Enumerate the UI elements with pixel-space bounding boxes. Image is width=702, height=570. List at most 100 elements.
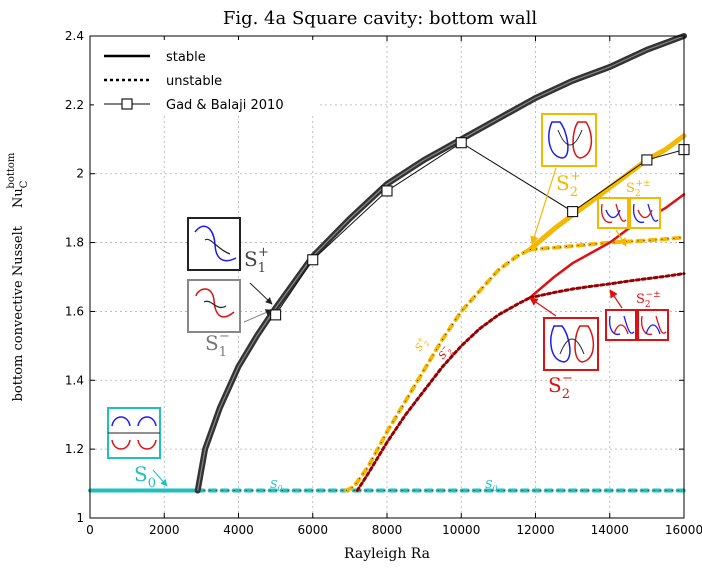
inset-s2-plus-pm-core-a (605, 209, 621, 219)
arrow-s1-minus (243, 309, 273, 323)
reference-marker (567, 206, 579, 218)
y-tick-label: 2.4 (65, 29, 84, 43)
series-layer (88, 33, 690, 494)
series-s2--unstable-line (528, 272, 686, 300)
x-tick-label: 16000 (665, 523, 702, 537)
chart-title: Fig. 4a Square cavity: bottom wall (223, 8, 538, 29)
x-ticks: 0 2000 4000 6000 8000 10000 12000 14000 16000 (86, 36, 702, 537)
x-tick-label: 2000 (149, 523, 180, 537)
label-s2-plus-pm: S2+± (626, 179, 651, 199)
inset-s2-minus-pm (605, 309, 669, 341)
inset-s2-plus-left-cell (548, 121, 569, 159)
inset-s2-minus-center (559, 338, 585, 355)
y-tick-label: 1.4 (65, 373, 84, 387)
inset-s2-minus (543, 317, 599, 371)
inset-s2-plus-right-cell (572, 121, 593, 159)
plot-frame (89, 35, 685, 519)
inset-s2-minus-left-cell (550, 325, 571, 363)
inset-s2-plus-pm-cells-b (632, 203, 659, 224)
label-s1-plus: S1+ (244, 245, 269, 276)
reference-marker (307, 254, 319, 266)
inset-s2-plus-center (557, 129, 583, 146)
x-tick-label: 8000 (372, 523, 403, 537)
x-tick-label: 12000 (516, 523, 554, 537)
reference-marker (381, 185, 393, 197)
x-tick-label: 4000 (223, 523, 254, 537)
inset-s0 (107, 407, 161, 459)
arrow-s0 (152, 469, 168, 487)
y-axis-label-sup: bottom (6, 152, 17, 188)
inset-s1-plus (187, 217, 241, 271)
inset-s2-plus-pm-core-b (637, 209, 653, 219)
y-ticks: 1 1.2 1.4 1.6 1.8 2 2.2 2.4 (65, 29, 684, 525)
series-s2--unstable-line (344, 247, 532, 493)
inline-label-s2-plus: S+2 (411, 334, 432, 354)
gridlines (90, 36, 684, 518)
inset-s2-minus-pm-core-a (613, 324, 629, 335)
inset-s0-cell-lower-right (137, 439, 157, 450)
inset-s2-plus-pm (597, 197, 661, 229)
y-tick-label: 1.2 (65, 442, 84, 456)
x-tick-label: 14000 (591, 523, 629, 537)
inset-s2-minus-pm-core-b (645, 324, 661, 335)
inset-s2-plus-pm-frame-b (629, 197, 661, 229)
inset-s2-plus-pm-cells-a (600, 203, 627, 224)
arrow-s2-plus-pm (615, 229, 627, 247)
inset-s2-plus-frame (541, 113, 597, 167)
y-tick-label: 1.8 (65, 236, 84, 250)
series-s2--stable-line (527, 133, 687, 252)
inset-s0-cell-lower-left (111, 439, 131, 450)
arrow-s2-minus-pm (609, 289, 623, 309)
inset-s1-plus-frame (187, 217, 241, 271)
inset-s1-plus-streamline (194, 225, 237, 262)
inset-s2-plus-pm-frame-a (597, 197, 629, 229)
legend-label-reference: Gad & Balaji 2010 (166, 98, 284, 113)
y-tick-label: 2 (76, 167, 84, 181)
y-tick-label: 1.6 (65, 304, 84, 318)
inset-s1-minus (187, 279, 241, 333)
inset-s0-cell-upper-right (137, 416, 157, 427)
series-s2--core-dots (346, 249, 531, 491)
reference-marker (270, 309, 282, 321)
x-tick-label: 6000 (297, 523, 328, 537)
y-axis-label-sub: C (19, 180, 30, 188)
label-s2-minus-pm: S2−± (636, 290, 661, 310)
series-s1-highlight (197, 35, 685, 491)
inline-label-s0-b: S0 (485, 478, 498, 493)
svg-text:bottom convective NusseltNuCbo: bottom convective Nusselt NuCbottom (6, 152, 30, 401)
label-s0-main: S0 (134, 462, 156, 491)
y-axis-label-nu: Nu (11, 188, 26, 208)
inline-label-s2-minus: S−2 (435, 342, 456, 363)
label-s2-minus: S2− (548, 371, 573, 402)
reference-marker (641, 154, 653, 166)
inset-s0-cell-upper-left (111, 416, 131, 427)
y-tick-label: 2.2 (65, 98, 84, 112)
inset-s2-minus-right-cell (574, 325, 595, 363)
y-axis-label: bottom convective Nusselt NuCbottom (6, 152, 30, 401)
label-s2-plus: S2+ (556, 169, 581, 200)
y-axis-label-prefix: bottom convective Nusselt (11, 225, 26, 401)
legend-swatch-reference-marker (121, 98, 133, 110)
inset-s1-minus-streamline (195, 288, 235, 318)
inset-s2-plus (541, 113, 597, 167)
x-tick-label: 10000 (442, 523, 480, 537)
inset-s2-minus-frame (543, 317, 599, 371)
inset-s2-minus-pm-cells-a (608, 315, 635, 336)
legend: stable unstable Gad & Balaji 2010 (94, 40, 320, 114)
inset-s1-minus-core (203, 300, 227, 308)
series-s2--core-dots (529, 237, 685, 250)
inset-s2-minus-pm-cells-b (640, 315, 667, 336)
series-s2--unstable-line (355, 296, 532, 492)
arrow-s1-plus (249, 282, 273, 305)
x-tick-label: 0 (86, 523, 94, 537)
legend-label-unstable: unstable (166, 74, 222, 89)
inset-s1-plus-core (204, 238, 231, 255)
inline-label-s0-a: S0 (270, 478, 283, 493)
arrow-s2-minus (529, 297, 557, 317)
legend-label-stable: stable (166, 50, 206, 65)
reference-marker (455, 137, 467, 149)
y-tick-label: 1 (76, 511, 84, 525)
x-axis-label: Rayleigh Ra (344, 546, 430, 562)
arrow-s2-plus (530, 167, 557, 245)
